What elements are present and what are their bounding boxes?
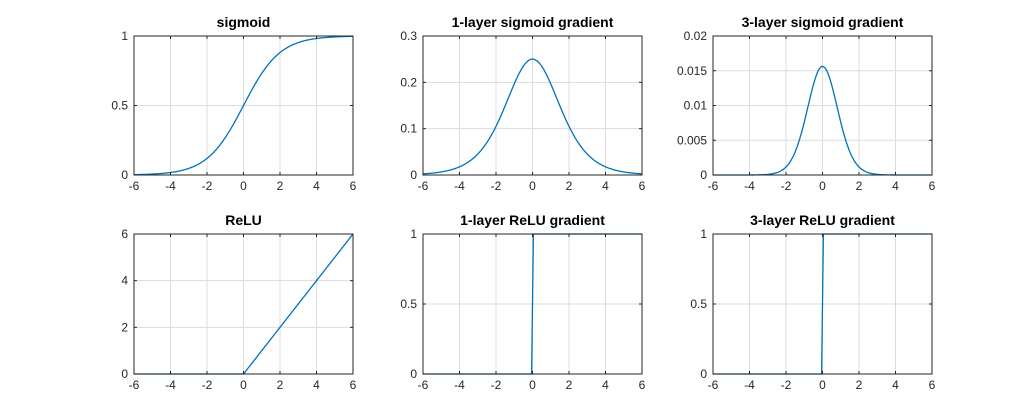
x-tick-label: 0	[240, 378, 247, 392]
chart-title: 1-layer sigmoid gradient	[452, 14, 614, 30]
y-tick-label: 6	[121, 227, 128, 241]
y-tick-label: 1	[410, 227, 417, 241]
y-tick-label: 0.005	[677, 133, 707, 147]
y-tick-label: 4	[121, 274, 128, 288]
x-tick-label: -2	[202, 179, 213, 193]
x-tick-label: 0	[819, 179, 826, 193]
x-tick-label: 2	[856, 378, 863, 392]
y-tick-label: 0.02	[684, 29, 708, 43]
x-tick-label: -4	[454, 378, 465, 392]
x-tick-label: 4	[602, 378, 609, 392]
y-tick-label: 0.2	[400, 75, 417, 89]
y-tick-label: 1	[700, 227, 707, 241]
x-tick-label: -4	[454, 179, 465, 193]
y-tick-label: 1	[121, 29, 128, 43]
x-tick-label: -2	[491, 179, 502, 193]
x-tick-label: 6	[639, 378, 646, 392]
x-tick-label: 4	[892, 378, 899, 392]
x-tick-label: 6	[639, 179, 646, 193]
x-tick-label: 0	[240, 179, 247, 193]
chart-title: ReLU	[225, 212, 262, 228]
x-tick-label: 6	[929, 179, 936, 193]
x-tick-label: -2	[491, 378, 502, 392]
panel-6: -6 -4 -2 0 2 4 6 0 0.5 1 3-layer ReLU gradient	[690, 212, 935, 392]
x-tick-label: 4	[313, 179, 320, 193]
x-tick-label: -4	[165, 378, 176, 392]
panel-1: -6 -4 -2 0 2 4 6 0 0.5 1 sigmoid	[111, 14, 356, 193]
x-tick-label: 2	[277, 179, 284, 193]
y-tick-label: 0.1	[400, 122, 417, 136]
x-tick-label: 4	[892, 179, 899, 193]
y-tick-label: 0.5	[400, 297, 417, 311]
x-tick-label: -4	[744, 179, 755, 193]
y-tick-label: 0	[121, 367, 128, 381]
x-tick-label: 2	[856, 179, 863, 193]
chart-title: sigmoid	[217, 14, 271, 30]
y-tick-label: 0	[700, 168, 707, 182]
x-tick-label: 2	[277, 378, 284, 392]
y-tick-label: 0.5	[690, 297, 707, 311]
y-tick-label: 0.3	[400, 29, 417, 43]
x-tick-label: -4	[165, 179, 176, 193]
series-line	[422, 58, 643, 175]
panel-2: -6 -4 -2 0 2 4 6 0 0.1 0.2 0.3 1-layer sigmoid grad…	[400, 14, 645, 193]
x-tick-label: -2	[781, 378, 792, 392]
y-tick-label: 0.015	[677, 64, 707, 78]
x-tick-label: 0	[819, 378, 826, 392]
panel-3: -6 -4 -2 0 2 4 6 0 0.005 0.01 0.015 0.02 3-layer sig…	[677, 14, 936, 193]
y-tick-label: 0.01	[684, 99, 708, 113]
x-tick-label: 6	[350, 378, 357, 392]
x-tick-label: 6	[350, 179, 357, 193]
x-tick-label: -2	[781, 179, 792, 193]
chart-title: 3-layer sigmoid gradient	[742, 14, 904, 30]
x-tick-label: -2	[202, 378, 213, 392]
y-tick-label: 0	[700, 367, 707, 381]
x-tick-label: 2	[566, 179, 573, 193]
x-tick-label: 4	[313, 378, 320, 392]
panel-4: -6 -4 -2 0 2 4 6 0 2 4 6 ReLU	[121, 212, 356, 392]
panel-5: -6 -4 -2 0 2 4 6 0 0.5 1 1-layer ReLU gradient	[400, 212, 645, 392]
x-tick-label: -6	[418, 179, 429, 193]
x-tick-label: -6	[708, 179, 719, 193]
x-tick-label: -6	[129, 179, 140, 193]
y-tick-label: 2	[121, 320, 128, 334]
x-tick-label: 6	[929, 378, 936, 392]
y-tick-label: 0.5	[111, 99, 128, 113]
x-tick-label: -4	[744, 378, 755, 392]
chart-title: 3-layer ReLU gradient	[750, 212, 895, 228]
x-tick-label: 0	[529, 179, 536, 193]
x-tick-label: 2	[566, 378, 573, 392]
y-tick-label: 0	[121, 168, 128, 182]
x-tick-label: 0	[529, 378, 536, 392]
x-tick-label: 4	[602, 179, 609, 193]
x-tick-label: -6	[129, 378, 140, 392]
chart-title: 1-layer ReLU gradient	[460, 212, 605, 228]
y-tick-label: 0	[410, 367, 417, 381]
x-tick-label: -6	[418, 378, 429, 392]
y-tick-label: 0	[410, 168, 417, 182]
x-tick-label: -6	[708, 378, 719, 392]
